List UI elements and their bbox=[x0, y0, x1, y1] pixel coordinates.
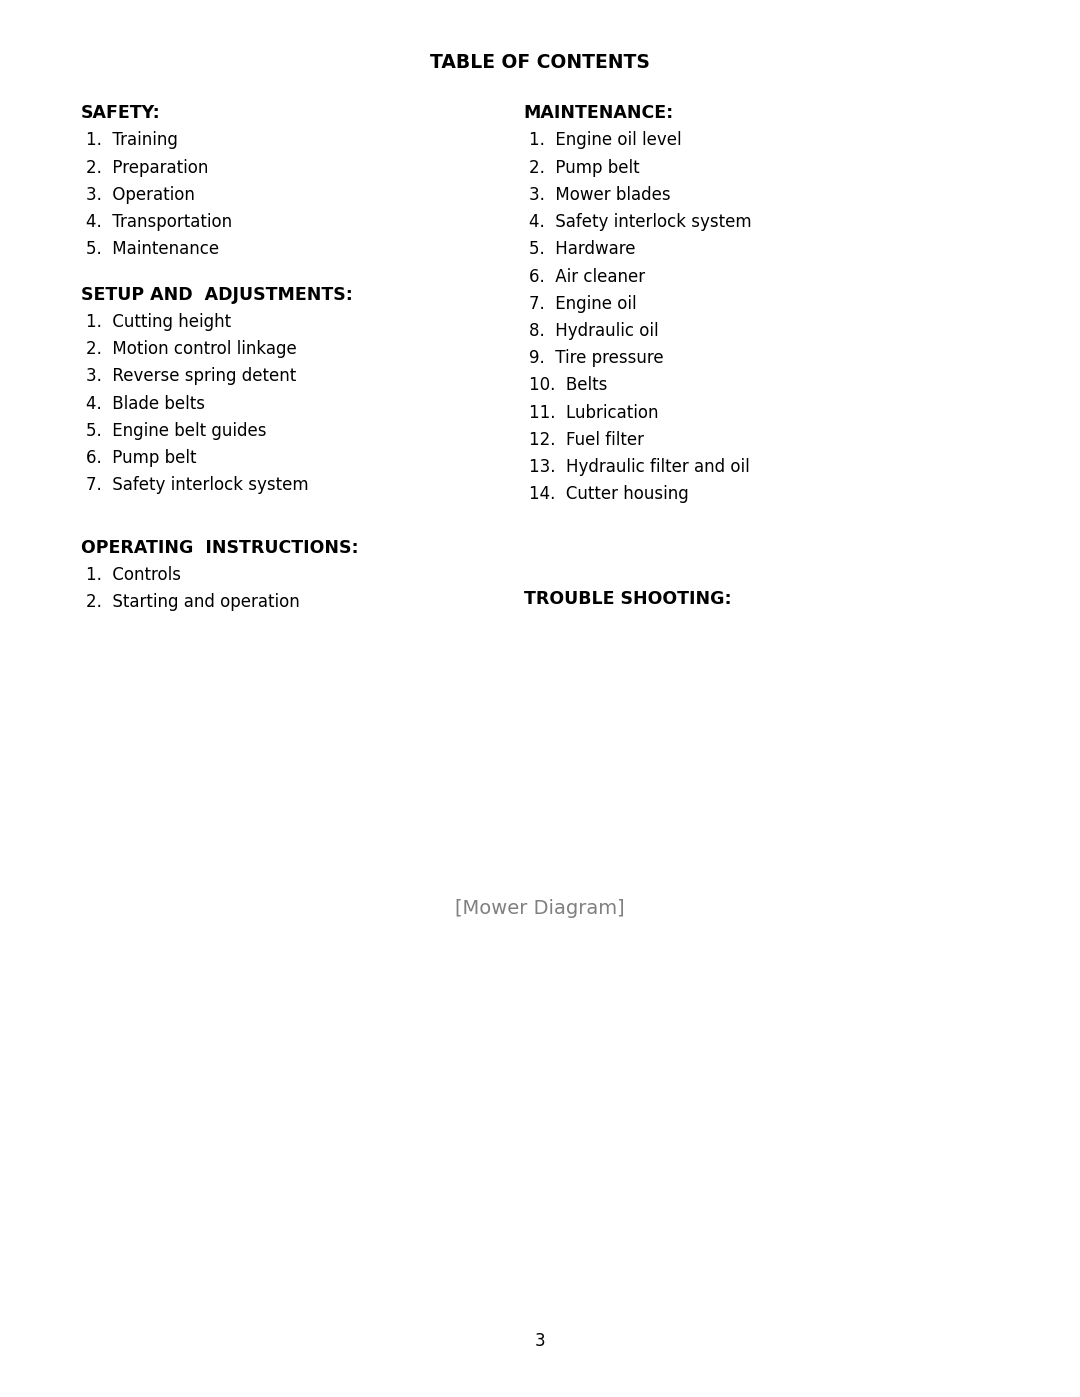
Text: TROUBLE SHOOTING:: TROUBLE SHOOTING: bbox=[524, 590, 731, 608]
Text: 10.  Belts: 10. Belts bbox=[529, 376, 608, 394]
Text: 3.  Mower blades: 3. Mower blades bbox=[529, 186, 671, 204]
Text: 9.  Tire pressure: 9. Tire pressure bbox=[529, 349, 664, 367]
Text: SAFETY:: SAFETY: bbox=[81, 105, 161, 122]
Text: 4.  Transportation: 4. Transportation bbox=[86, 214, 232, 231]
Text: TABLE OF CONTENTS: TABLE OF CONTENTS bbox=[430, 53, 650, 71]
Text: 4.  Blade belts: 4. Blade belts bbox=[86, 394, 205, 412]
Text: 3.  Operation: 3. Operation bbox=[86, 186, 195, 204]
Text: 6.  Pump belt: 6. Pump belt bbox=[86, 450, 197, 467]
Text: 1.  Controls: 1. Controls bbox=[86, 566, 181, 584]
Text: 7.  Engine oil: 7. Engine oil bbox=[529, 295, 637, 313]
Text: SETUP AND  ADJUSTMENTS:: SETUP AND ADJUSTMENTS: bbox=[81, 286, 353, 303]
Text: 3.  Reverse spring detent: 3. Reverse spring detent bbox=[86, 367, 297, 386]
Text: 14.  Cutter housing: 14. Cutter housing bbox=[529, 485, 689, 503]
Text: 11.  Lubrication: 11. Lubrication bbox=[529, 404, 659, 422]
Text: 12.  Fuel filter: 12. Fuel filter bbox=[529, 432, 644, 448]
Text: 13.  Hydraulic filter and oil: 13. Hydraulic filter and oil bbox=[529, 458, 750, 476]
Text: 1.  Training: 1. Training bbox=[86, 131, 178, 149]
Text: 1.  Engine oil level: 1. Engine oil level bbox=[529, 131, 681, 149]
Text: 2.  Motion control linkage: 2. Motion control linkage bbox=[86, 341, 297, 358]
Text: 8.  Hydraulic oil: 8. Hydraulic oil bbox=[529, 321, 659, 339]
Text: 4.  Safety interlock system: 4. Safety interlock system bbox=[529, 214, 752, 231]
Text: 3: 3 bbox=[535, 1333, 545, 1350]
Text: 2.  Preparation: 2. Preparation bbox=[86, 158, 208, 176]
Text: MAINTENANCE:: MAINTENANCE: bbox=[524, 105, 674, 122]
Text: 1.  Cutting height: 1. Cutting height bbox=[86, 313, 231, 331]
Text: 6.  Air cleaner: 6. Air cleaner bbox=[529, 268, 646, 285]
Text: 7.  Safety interlock system: 7. Safety interlock system bbox=[86, 476, 309, 495]
Text: [Mower Diagram]: [Mower Diagram] bbox=[455, 898, 625, 918]
Text: 5.  Hardware: 5. Hardware bbox=[529, 240, 636, 258]
Text: 5.  Engine belt guides: 5. Engine belt guides bbox=[86, 422, 267, 440]
Text: 2.  Pump belt: 2. Pump belt bbox=[529, 158, 639, 176]
Text: 2.  Starting and operation: 2. Starting and operation bbox=[86, 592, 300, 610]
Text: OPERATING  INSTRUCTIONS:: OPERATING INSTRUCTIONS: bbox=[81, 538, 359, 556]
Text: 5.  Maintenance: 5. Maintenance bbox=[86, 240, 219, 258]
